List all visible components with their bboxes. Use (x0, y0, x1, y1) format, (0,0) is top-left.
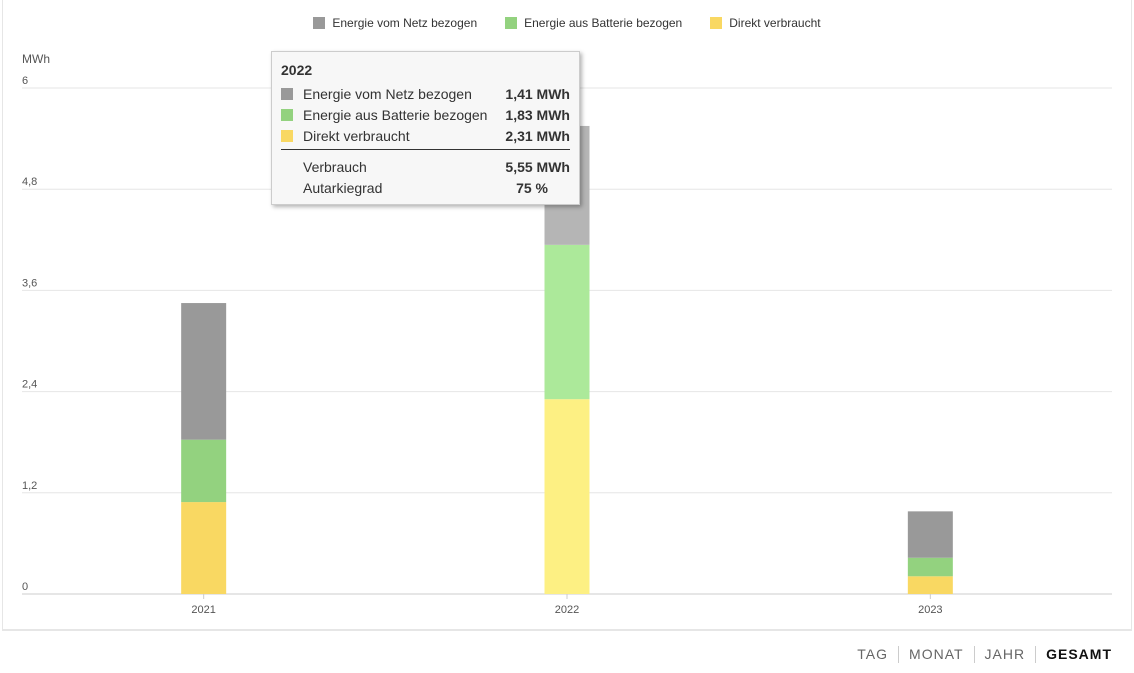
mode-tag[interactable]: TAG (857, 646, 889, 662)
tooltip-value: 75 % (516, 179, 548, 196)
tooltip-label: Energie aus Batterie bezogen (303, 106, 488, 123)
chart-frame (2, 0, 1132, 631)
tooltip-row: Energie aus Batterie bezogen 1,83 MWh (281, 104, 570, 125)
legend-item-battery[interactable]: Energie aus Batterie bezogen (505, 16, 682, 30)
chart-tooltip: 2022 Energie vom Netz bezogen 1,41 MWh En… (271, 51, 580, 205)
bar-direkt-verbraucht-2022 (544, 399, 590, 594)
tooltip-swatch (281, 129, 293, 142)
tooltip-label: Autarkiegrad (303, 179, 383, 196)
y-axis-label: MWh (22, 52, 50, 66)
tooltip-label: Direkt verbraucht (303, 127, 410, 144)
y-tick-label: 0 (22, 581, 28, 593)
y-tick-label: 6 (22, 75, 28, 87)
mode-gesamt[interactable]: GESAMT (1035, 646, 1122, 663)
bar-direkt-verbraucht-2023 (907, 576, 953, 594)
tooltip-title: 2022 (281, 62, 313, 78)
x-tick-label: 2023 (918, 604, 942, 616)
y-tick-label: 4,8 (22, 176, 37, 188)
chart-legend: Energie vom Netz bezogen Energie aus Bat… (0, 16, 1134, 30)
bar-energie-aus-batterie-bezogen-2022 (544, 244, 590, 400)
x-tick-label: 2021 (191, 604, 215, 616)
period-selector: TAG MONAT JAHR GESAMT (847, 646, 1122, 663)
mode-jahr[interactable]: JAHR (973, 646, 1036, 663)
tooltip-value: 1,41 MWh (505, 85, 570, 102)
y-tick-label: 3,6 (22, 277, 37, 289)
legend-swatch (710, 17, 723, 29)
x-tick-label: 2022 (555, 604, 579, 616)
tooltip-swatch (281, 87, 293, 100)
tooltip-autarky-row: Autarkiegrad 75 % (281, 177, 570, 198)
tooltip-value: 2,31 MWh (505, 127, 570, 144)
legend-label: Energie vom Netz bezogen (332, 16, 478, 30)
bar-energie-aus-batterie-bezogen-2021 (181, 439, 227, 503)
legend-swatch (505, 17, 518, 29)
tooltip-row: Energie vom Netz bezogen 1,41 MWh (281, 83, 570, 104)
y-tick-label: 2,4 (22, 379, 37, 391)
legend-item-grid[interactable]: Energie vom Netz bezogen (313, 16, 477, 30)
tooltip-swatch (281, 108, 293, 121)
tooltip-label: Energie vom Netz bezogen (303, 85, 472, 102)
tooltip-total-row: Verbrauch 5,55 MWh (281, 156, 570, 177)
bar-energie-vom-netz-bezogen-2023 (907, 511, 953, 558)
tooltip-label: Verbrauch (303, 158, 367, 175)
legend-label: Energie aus Batterie bezogen (524, 16, 683, 30)
mode-monat[interactable]: MONAT (898, 646, 974, 663)
legend-item-direct[interactable]: Direkt verbraucht (710, 16, 821, 30)
tooltip-value: 1,83 MWh (505, 106, 570, 123)
tooltip-value: 5,55 MWh (505, 158, 570, 175)
tooltip-row: Direkt verbraucht 2,31 MWh (281, 125, 570, 146)
y-tick-label: 1,2 (22, 480, 37, 492)
tooltip-divider (281, 149, 570, 150)
bar-direkt-verbraucht-2021 (181, 502, 227, 594)
legend-swatch (313, 17, 326, 29)
bar-energie-vom-netz-bezogen-2021 (181, 303, 227, 440)
legend-label: Direkt verbraucht (729, 16, 821, 30)
bar-energie-aus-batterie-bezogen-2023 (907, 557, 953, 577)
